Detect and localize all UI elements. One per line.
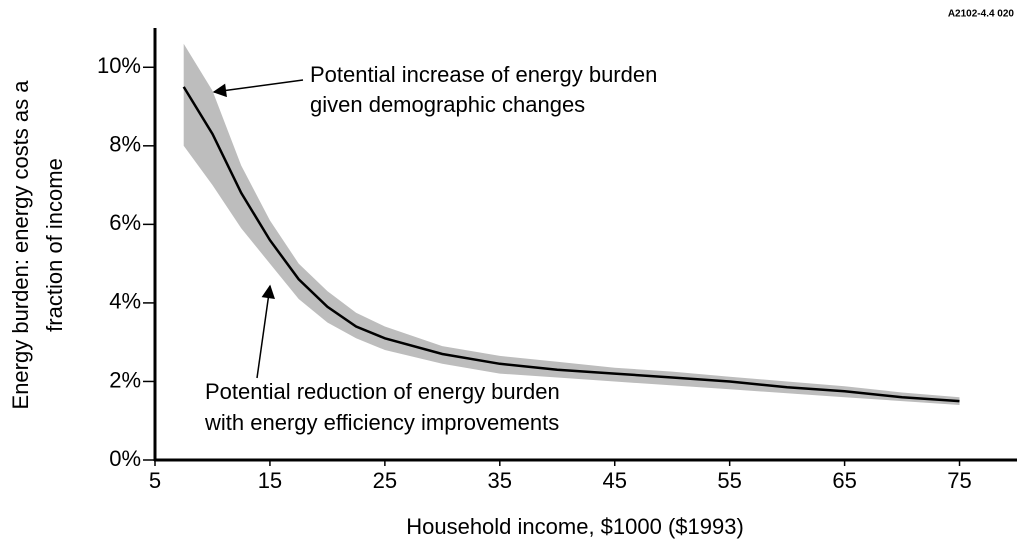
annotation: with energy efficiency improvements bbox=[204, 410, 559, 435]
y-tick-label: 8% bbox=[109, 132, 141, 157]
x-tick-label: 65 bbox=[832, 468, 856, 493]
y-tick-label: 4% bbox=[109, 289, 141, 314]
annotation: given demographic changes bbox=[310, 92, 585, 117]
annotation: Potential increase of energy burden bbox=[310, 62, 657, 87]
x-tick-label: 75 bbox=[947, 468, 971, 493]
x-tick-label: 45 bbox=[602, 468, 626, 493]
y-tick-label: 6% bbox=[109, 210, 141, 235]
x-tick-label: 15 bbox=[258, 468, 282, 493]
figure-code: A2102-4.4 020 bbox=[948, 9, 1015, 20]
y-tick-label: 2% bbox=[109, 367, 141, 392]
energy-burden-line bbox=[182, 86, 960, 403]
annotation-arrow bbox=[212, 79, 304, 98]
annotation-arrow bbox=[256, 284, 275, 379]
x-tick-label: 35 bbox=[488, 468, 512, 493]
annotation: Potential reduction of energy burden bbox=[205, 379, 560, 404]
y-axis-label: Energy burden: energy costs as a bbox=[8, 80, 33, 410]
y-tick-label: 0% bbox=[109, 446, 141, 471]
y-axis-label: fraction of income bbox=[42, 158, 67, 332]
x-tick-label: 55 bbox=[717, 468, 741, 493]
x-tick-label: 25 bbox=[373, 468, 397, 493]
y-tick-label: 10% bbox=[97, 53, 141, 78]
x-axis-label: Household income, $1000 ($1993) bbox=[406, 514, 744, 539]
x-tick-label: 5 bbox=[149, 468, 161, 493]
